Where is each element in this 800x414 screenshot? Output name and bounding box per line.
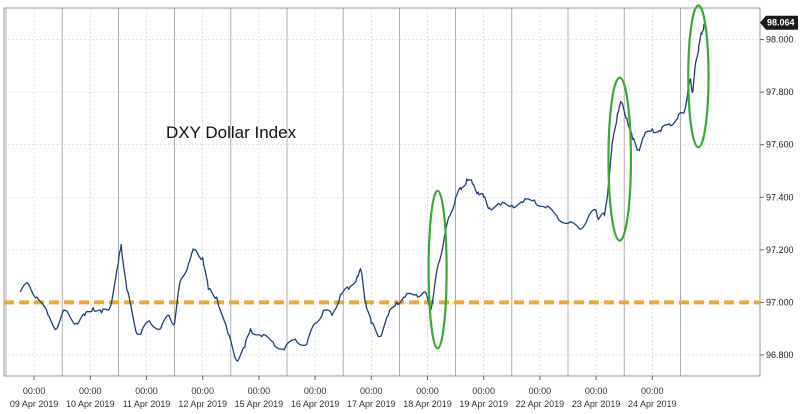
x-tick-date: 15 Apr 2019 — [235, 399, 284, 409]
y-tick-label: 96.800 — [766, 350, 794, 360]
y-tick-label: 97.800 — [766, 87, 794, 97]
plot-frame — [3, 7, 761, 377]
chart-title: DXY Dollar Index — [166, 123, 297, 142]
x-tick-time: 00:00 — [641, 386, 664, 396]
series-line — [19, 23, 705, 362]
x-tick-date: 24 Apr 2019 — [628, 399, 677, 409]
x-tick-time: 00:00 — [191, 386, 214, 396]
x-tick-date: 11 Apr 2019 — [123, 399, 171, 409]
x-tick-date: 18 Apr 2019 — [403, 399, 452, 409]
x-tick-date: 19 Apr 2019 — [459, 399, 508, 409]
x-tick-date: 23 Apr 2019 — [572, 399, 621, 409]
y-tick-label: 97.200 — [766, 245, 794, 255]
y-tick-label: 97.400 — [766, 192, 794, 202]
x-tick-date: 10 Apr 2019 — [66, 399, 115, 409]
annotation-layer — [427, 4, 710, 350]
x-tick-time: 00:00 — [472, 386, 495, 396]
x-tick-date: 09 Apr 2019 — [10, 399, 59, 409]
y-tick-label: 97.000 — [766, 297, 794, 307]
x-tick-date: 12 Apr 2019 — [178, 399, 227, 409]
x-axis: 00:00 09 Apr 2019 00:00 10 Apr 2019 00:00 11 … — [10, 376, 677, 409]
x-tick-time: 00:00 — [79, 386, 102, 396]
last-value-marker: 98.064 — [760, 15, 798, 30]
highlight-ellipse — [607, 76, 633, 242]
x-tick-time: 00:00 — [248, 386, 271, 396]
y-tick-label: 97.600 — [766, 140, 794, 150]
series-layer — [19, 23, 705, 362]
x-tick-time: 00:00 — [304, 386, 327, 396]
last-value-flag — [760, 15, 798, 30]
x-tick-date: 22 Apr 2019 — [516, 399, 565, 409]
last-value-label: 98.064 — [767, 18, 795, 28]
y-axis: 96.800 97.000 97.200 97.400 97.600 97.800 98.0… — [760, 35, 794, 360]
highlight-ellipse — [687, 4, 710, 149]
x-tick-date: 17 Apr 2019 — [347, 399, 396, 409]
x-tick-time: 00:00 — [360, 386, 383, 396]
x-tick-time: 00:00 — [23, 386, 46, 396]
x-tick-time: 00:00 — [416, 386, 439, 396]
x-tick-time: 00:00 — [585, 386, 608, 396]
x-tick-time: 00:00 — [529, 386, 552, 396]
highlight-ellipse — [427, 189, 448, 350]
y-tick-label: 98.000 — [766, 35, 794, 45]
x-tick-date: 16 Apr 2019 — [291, 399, 340, 409]
x-tick-time: 00:00 — [135, 386, 158, 396]
